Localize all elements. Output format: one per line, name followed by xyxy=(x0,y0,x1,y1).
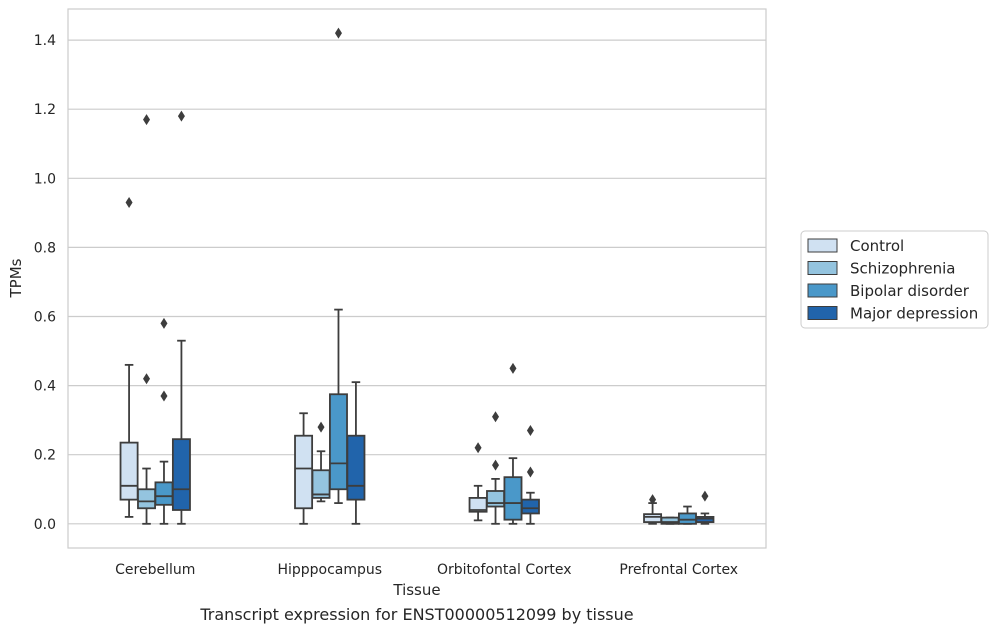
series-control xyxy=(119,196,663,525)
box xyxy=(329,393,348,491)
x-axis-label: Tissue xyxy=(392,581,440,599)
outlier-point xyxy=(492,411,500,423)
plot-frame xyxy=(67,8,767,549)
y-tick-label: 0.2 xyxy=(34,448,56,464)
box xyxy=(346,434,366,501)
legend-swatch xyxy=(807,306,838,320)
box xyxy=(520,498,540,515)
y-tick-label: 0.0 xyxy=(34,517,56,533)
outlier-point xyxy=(492,459,500,471)
outlier-point xyxy=(317,421,325,433)
legend-label: Bipolar disorder xyxy=(850,282,970,300)
box-series xyxy=(119,27,715,525)
y-tick-label: 0.8 xyxy=(34,240,56,256)
series-bipolar-disorder xyxy=(154,27,697,525)
box xyxy=(137,488,156,510)
y-tick-label: 0.4 xyxy=(34,379,56,395)
outlier-point xyxy=(125,196,133,208)
x-tick-label: Prefrontal Cortex xyxy=(619,562,738,578)
outlier-point xyxy=(160,390,168,402)
y-tick-label: 1.4 xyxy=(34,33,56,49)
outlier-point xyxy=(509,362,517,374)
outlier-point xyxy=(160,317,168,329)
legend-label: Control xyxy=(850,237,904,255)
y-axis-ticks: 0.0 0.2 0.4 0.6 0.8 1.0 1.2 1.4 xyxy=(34,33,56,533)
legend-frame xyxy=(800,230,989,329)
outlier-point xyxy=(143,114,151,126)
series-major-depression xyxy=(171,110,715,525)
box xyxy=(503,476,523,521)
outlier-point xyxy=(701,490,709,502)
outlier-point xyxy=(177,110,185,122)
box xyxy=(678,512,697,525)
outlier-point xyxy=(143,373,151,385)
legend-swatch xyxy=(807,261,838,275)
legend-swatch xyxy=(807,283,838,298)
box xyxy=(294,434,314,510)
x-axis-ticks: Cerebellum Hipppocampus Orbitofontal Corte… xyxy=(115,562,738,578)
y-tick-label: 0.6 xyxy=(34,310,56,326)
box xyxy=(154,481,174,506)
outlier-point xyxy=(649,494,657,506)
outlier-point xyxy=(474,442,482,454)
legend-label: Schizophrenia xyxy=(850,260,955,278)
series-schizophrenia xyxy=(137,114,680,525)
box xyxy=(119,441,139,501)
y-tick-label: 1.2 xyxy=(34,102,56,118)
x-tick-label: Cerebellum xyxy=(115,562,195,578)
box xyxy=(171,438,191,511)
outlier-point xyxy=(526,466,534,478)
chart-caption: Transcript expression for ENST0000051209… xyxy=(200,605,634,624)
box xyxy=(486,490,505,508)
outlier-point xyxy=(334,27,342,39)
y-axis-label: TPMs xyxy=(7,258,25,298)
legend-label: Major depression xyxy=(850,305,978,323)
x-tick-label: Hipppocampus xyxy=(277,562,382,578)
legend: Control Schizophrenia Bipolar disorder Majo… xyxy=(800,230,989,329)
outlier-point xyxy=(526,425,534,437)
x-tick-label: Orbitofontal Cortex xyxy=(437,562,572,578)
legend-swatch xyxy=(807,238,838,253)
box xyxy=(643,513,663,523)
y-tick-label: 1.0 xyxy=(34,171,56,187)
